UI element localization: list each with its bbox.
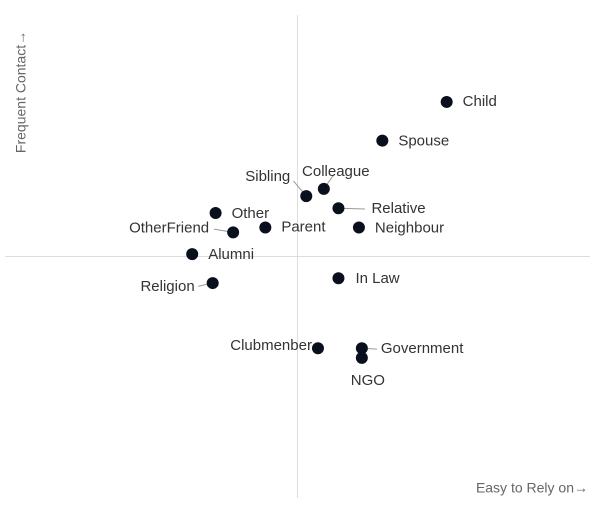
point bbox=[311, 342, 324, 355]
point-label: Relative bbox=[371, 200, 425, 217]
point-label: Neighbour bbox=[375, 219, 444, 236]
point bbox=[317, 182, 330, 195]
point-label: Government bbox=[381, 340, 464, 357]
point bbox=[440, 95, 453, 108]
point-label: Spouse bbox=[398, 133, 449, 150]
x-axis-label: Easy to Rely on→ bbox=[476, 480, 588, 496]
y-axis-label: Frequent Contact→ bbox=[13, 31, 29, 153]
point bbox=[227, 226, 240, 239]
point bbox=[209, 207, 222, 220]
point-label: NGO bbox=[351, 372, 385, 389]
point bbox=[259, 221, 272, 234]
point-label: Other bbox=[232, 205, 270, 222]
point-label: Sibling bbox=[245, 168, 290, 185]
point bbox=[352, 221, 365, 234]
point-label: Child bbox=[463, 93, 497, 110]
point bbox=[332, 202, 345, 215]
point-label: Alumni bbox=[208, 246, 254, 263]
point-label: Clubmenber bbox=[230, 337, 312, 354]
point bbox=[332, 272, 345, 285]
point-label: In Law bbox=[355, 270, 399, 287]
point bbox=[186, 248, 199, 261]
point-label: Parent bbox=[281, 218, 326, 235]
point-label: Religion bbox=[140, 278, 194, 295]
point bbox=[355, 351, 368, 364]
point bbox=[300, 190, 313, 203]
point-label: OtherFriend bbox=[129, 219, 209, 236]
point bbox=[206, 277, 219, 290]
point-label: Colleague bbox=[302, 163, 370, 180]
point bbox=[355, 342, 368, 355]
point bbox=[376, 134, 389, 147]
